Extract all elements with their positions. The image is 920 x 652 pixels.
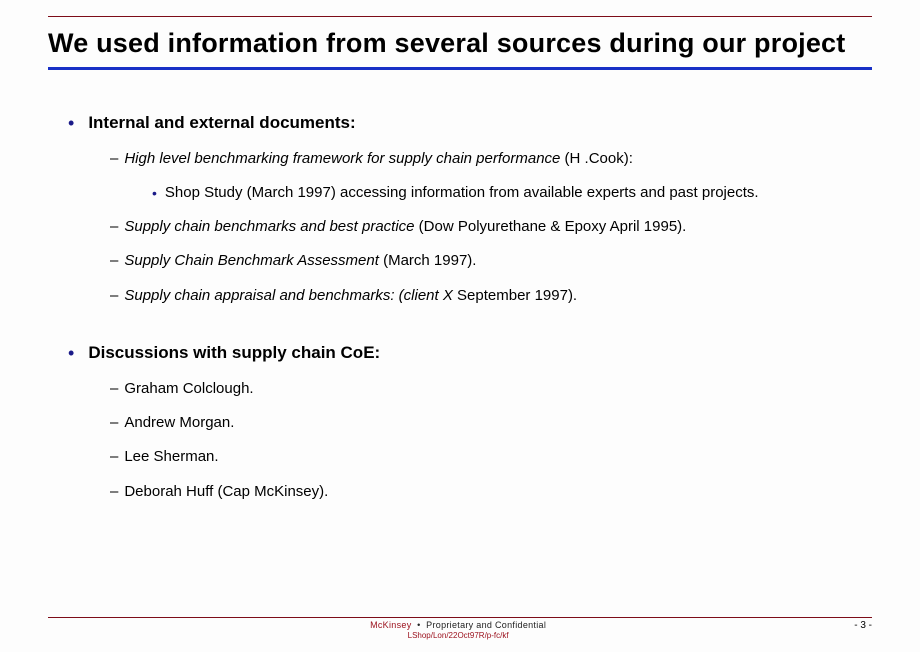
sub-item-text: Supply chain benchmarks and best practic… [124,217,686,237]
dash-icon: – [110,482,118,502]
sub-item: – Andrew Morgan. [110,413,872,433]
bullet-item: • Discussions with supply chain CoE: [68,342,872,365]
dash-icon: – [110,447,118,467]
footer: McKinsey • Proprietary and Confidential … [48,617,872,640]
sub-item: – Lee Sherman. [110,447,872,467]
title-underline [48,67,872,70]
sub-item: – Supply chain benchmarks and best pract… [110,217,872,237]
bullet-icon: • [68,113,74,135]
dash-icon: – [110,413,118,433]
sub-item: – Supply chain appraisal and benchmarks:… [110,286,872,306]
bullet-item: • Internal and external documents: [68,112,872,135]
bullet-heading: Internal and external documents: [88,112,355,135]
sub-sub-item: • Shop Study (March 1997) accessing info… [152,183,872,203]
footer-brand: McKinsey [370,620,411,630]
sub-item: – Graham Colclough. [110,379,872,399]
sub-sub-item-text: Shop Study (March 1997) accessing inform… [165,183,759,203]
sub-item-text: Graham Colclough. [124,379,253,399]
slide-title: We used information from several sources… [48,27,872,61]
sub-item: – Supply Chain Benchmark Assessment (Mar… [110,251,872,271]
dash-icon: – [110,379,118,399]
footer-confidential: Proprietary and Confidential [426,620,546,630]
sub-item-text: Supply Chain Benchmark Assessment (March… [124,251,476,271]
sub-item-text: Andrew Morgan. [124,413,234,433]
dash-icon: – [110,286,118,306]
dash-icon: – [110,251,118,271]
sub-item-text: Deborah Huff (Cap McKinsey). [124,482,328,502]
bullet-icon: • [68,343,74,365]
sub-item: – Deborah Huff (Cap McKinsey). [110,482,872,502]
sub-item: – High level benchmarking framework for … [110,149,872,169]
dash-icon: – [110,149,118,169]
sub-item-text: High level benchmarking framework for su… [124,149,633,169]
top-rule [48,16,872,17]
footer-center: McKinsey • Proprietary and Confidential … [78,620,838,640]
page-number: - 3 - [838,620,872,631]
dash-icon: – [110,217,118,237]
slide-page: We used information from several sources… [0,16,920,652]
bottom-rule [48,617,872,618]
footer-sep: • [417,620,420,630]
sub-item-text: Supply chain appraisal and benchmarks: (… [124,286,577,306]
slide-body: • Internal and external documents: – Hig… [48,112,872,502]
bullet-heading: Discussions with supply chain CoE: [88,342,380,365]
sub-item-text: Lee Sherman. [124,447,218,467]
dot-icon: • [152,183,157,203]
